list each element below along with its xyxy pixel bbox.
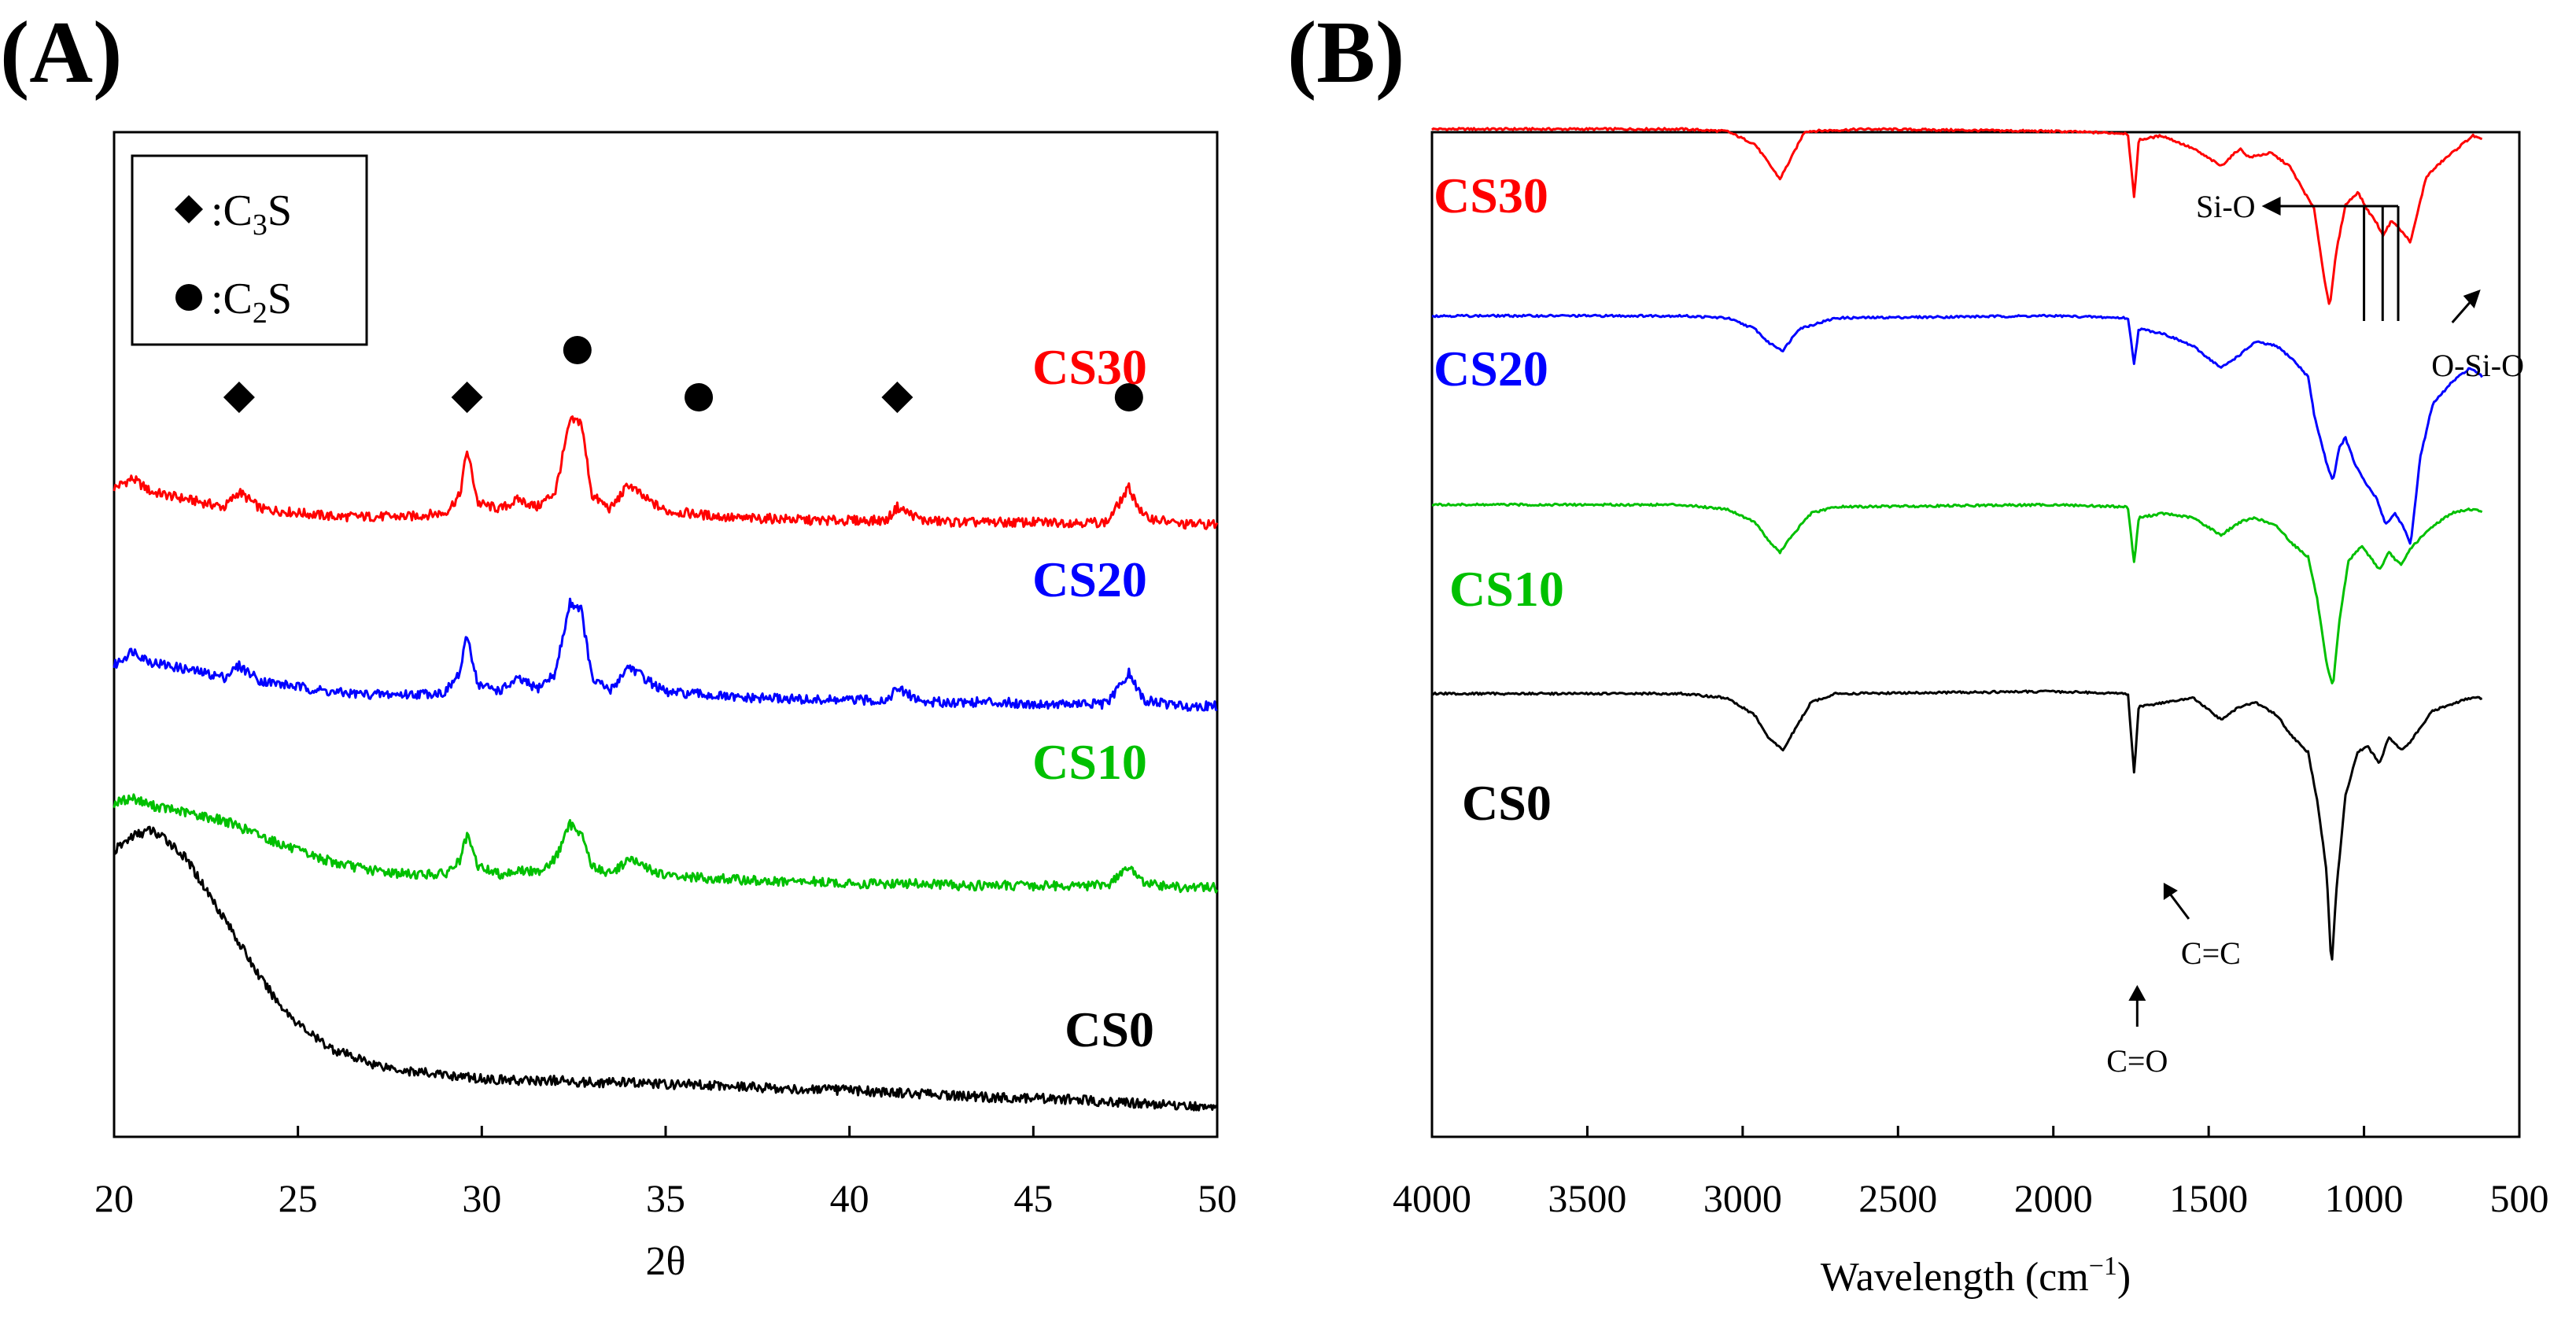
b-label-cs30: CS30 (1434, 168, 1548, 223)
panel-b-x-axis-title: Wavelength (cm−1) (1821, 1252, 2131, 1300)
a-x-tick-label: 50 (1198, 1176, 1237, 1220)
a-label-cs10: CS10 (1032, 734, 1147, 790)
c-eq-o-arrow-icon (2128, 985, 2146, 1001)
annotation-c-eq-c: C=C (2181, 935, 2241, 971)
phase-marker-circle-icon (1114, 383, 1143, 411)
legend-diamond-icon (175, 195, 203, 223)
panel-a-phase-markers (223, 336, 1143, 413)
panel-b-x-axis: 4000 3500 3000 2500 2000 1500 1000 500 (1393, 1126, 2549, 1220)
panel-a-series (113, 415, 1219, 1112)
a-series-cs0 (113, 825, 1218, 1112)
si-o-arrow-icon (2261, 197, 2281, 216)
panel-a-label: (A) (0, 4, 122, 101)
legend-entry-c2s: :C2S (211, 275, 292, 330)
b-label-cs10: CS10 (1449, 561, 1564, 617)
b-x-tick-label: 3000 (1703, 1176, 1782, 1220)
a-x-tick-label: 35 (646, 1176, 685, 1220)
phase-marker-circle-icon (563, 336, 592, 364)
a-x-tick-label: 40 (830, 1176, 869, 1220)
a-label-cs0: CS0 (1065, 1002, 1154, 1057)
a-series-cs20 (113, 597, 1218, 712)
a-series-cs10 (113, 793, 1219, 894)
b-series-cs30 (1431, 127, 2482, 305)
a-label-cs30: CS30 (1032, 339, 1147, 395)
annotation-si-o: Si-O (2196, 189, 2256, 224)
b-series-cs20 (1432, 313, 2483, 545)
phase-marker-diamond-icon (451, 382, 483, 413)
b-x-tick-label: 500 (2490, 1176, 2549, 1220)
b-label-cs20: CS20 (1434, 341, 1548, 397)
a-label-cs20: CS20 (1032, 551, 1147, 607)
annotation-c-eq-o: C=O (2106, 1043, 2168, 1079)
panel-a-legend: :C3S :C2S (131, 154, 368, 346)
c-eq-c-arrow-icon (2163, 883, 2178, 900)
b-series-cs10 (1431, 502, 2483, 684)
legend-entry-c3s: :C3S (211, 186, 292, 242)
legend-circle-icon (175, 284, 202, 311)
legend-box (131, 154, 368, 346)
b-label-cs0: CS0 (1462, 775, 1552, 831)
b-x-tick-label: 4000 (1393, 1176, 1471, 1220)
panel-b-label: (B) (1287, 4, 1404, 101)
a-x-tick-label: 25 (279, 1176, 318, 1220)
phase-marker-diamond-icon (223, 382, 255, 413)
b-x-tick-label: 2500 (1858, 1176, 1937, 1220)
panel-a-x-axis: 20 25 30 35 40 45 50 (94, 1126, 1237, 1220)
o-si-o-arrow-icon (2463, 290, 2481, 308)
panel-a: (A) 20 25 30 35 40 45 50 2θ :C3S :C2S CS30 CS2… (0, 4, 1237, 1284)
b-x-tick-label: 2000 (2014, 1176, 2093, 1220)
panel-a-x-axis-title: 2θ (646, 1239, 686, 1284)
phase-marker-circle-icon (685, 383, 714, 411)
a-series-cs30 (113, 415, 1219, 530)
annotation-o-si-o: O-Si-O (2431, 348, 2524, 383)
panel-b-annotations: Si-O O-Si-O C=O C=C (2106, 189, 2524, 1079)
panel-b: (B) 4000 3500 3000 2500 2000 1500 1000 500 Wave… (1287, 4, 2549, 1300)
b-x-tick-label: 3500 (1548, 1176, 1626, 1220)
panel-b-series (1431, 127, 2483, 961)
b-x-tick-label: 1500 (2169, 1176, 2248, 1220)
panel-b-plot-frame (1430, 131, 2521, 1138)
a-x-tick-label: 20 (94, 1176, 134, 1220)
b-series-cs0 (1431, 689, 2483, 961)
phase-marker-diamond-icon (881, 382, 913, 413)
c-eq-c-arrow-line (2168, 893, 2190, 920)
b-x-tick-label: 1000 (2325, 1176, 2404, 1220)
a-x-tick-label: 45 (1013, 1176, 1053, 1220)
a-x-tick-label: 30 (462, 1176, 501, 1220)
